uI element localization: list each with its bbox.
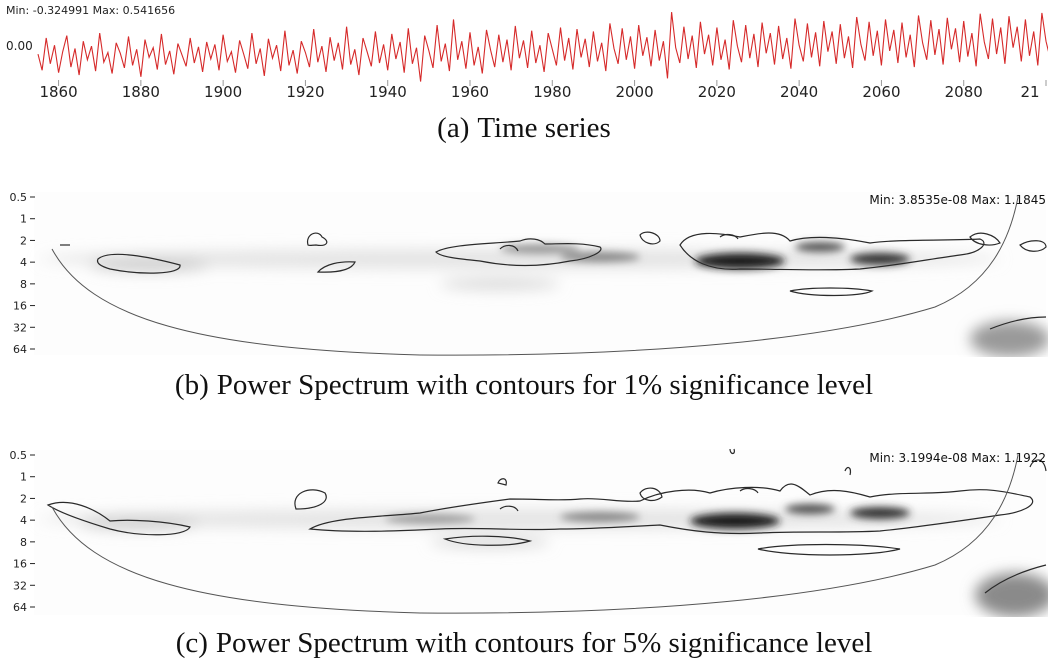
period-tick-label: 64 [13, 601, 27, 614]
period-tick-label: 16 [13, 300, 27, 313]
caption-b-label: (b) [174, 369, 209, 401]
caption-b-text: Power Spectrum with contours for 1% sign… [216, 369, 874, 401]
spectrum-c-period-axis: 0.5 1 2 4 8 16 32 64 [10, 449, 35, 614]
period-tick-label: 1 [20, 471, 27, 484]
spectrum-c-cone-of-influence [51, 454, 1019, 614]
time-series-x-tick-label: 2020 [698, 83, 736, 101]
caption-a: (a) Time series [0, 112, 1048, 145]
time-series-x-tick-label: 1880 [122, 83, 160, 101]
period-tick-label: 8 [20, 278, 27, 291]
time-series-x-tick-label: 21 [1020, 83, 1039, 101]
spectrum-c-power-peaks [385, 504, 910, 529]
spectrum-c-readout: Min: 3.1994e-08 Max: 1.1922 [869, 451, 1046, 465]
time-series-x-tick-label: 2000 [615, 83, 653, 101]
time-series-x-tick-label: 2040 [780, 83, 818, 101]
caption-c: (c) Power Spectrum with contours for 5% s… [0, 627, 1048, 660]
period-tick-label: 2 [20, 234, 27, 247]
spectrum-b-cone-of-influence [51, 196, 1019, 356]
time-series-x-axis: 1860 1880 1900 1920 1940 1960 1980 2000 2020 2040… [39, 80, 1047, 101]
period-tick-label: 0.5 [10, 449, 28, 462]
period-tick-label: 4 [20, 256, 27, 269]
caption-b: (b) Power Spectrum with contours for 1% s… [0, 369, 1048, 402]
time-series-line [37, 12, 1048, 82]
period-tick-label: 64 [13, 343, 27, 356]
spectrum-b-significance-contours [60, 231, 1047, 330]
time-series-x-tick-label: 1980 [533, 83, 571, 101]
time-series-x-tick-label: 2060 [862, 83, 900, 101]
period-tick-label: 2 [20, 492, 27, 505]
power-spectrum-5pct-plot: 0.5 1 2 4 8 16 32 64 Min: 3.1994e-08 Max: 1.192… [10, 448, 1048, 617]
spectrum-c-background [34, 450, 1046, 615]
caption-a-label: (a) [437, 112, 470, 144]
time-series-plot: Min: -0.324991 Max: 0.541656 0.00 1860 18… [5, 2, 1048, 101]
period-tick-label: 4 [20, 514, 27, 527]
period-tick-label: 32 [13, 579, 27, 592]
period-tick-label: 16 [13, 558, 27, 571]
time-series-x-tick-label: 2080 [945, 83, 983, 101]
period-tick-label: 8 [20, 536, 27, 549]
time-series-readout: Min: -0.324991 Max: 0.541656 [6, 4, 175, 17]
period-tick-label: 0.5 [10, 191, 28, 204]
time-series-x-tick-label: 1900 [204, 83, 242, 101]
period-tick-label: 1 [20, 213, 27, 226]
power-spectrum-1pct-plot: 0.5 1 2 4 8 16 32 64 Min: 3.8535e-08 Max: 1.184… [10, 191, 1048, 357]
spectrum-c-significance-contours [46, 448, 1047, 594]
spectrum-b-power-peaks [500, 242, 910, 269]
time-series-x-tick-label: 1940 [369, 83, 407, 101]
spectrum-b-readout: Min: 3.8535e-08 Max: 1.1845 [869, 193, 1046, 207]
period-tick-label: 32 [13, 321, 27, 334]
time-series-line-layer [37, 12, 1048, 82]
time-series-x-tick-label: 1920 [286, 83, 324, 101]
time-series-x-tick-label: 1960 [451, 83, 489, 101]
caption-c-text: Power Spectrum with contours for 5% sign… [215, 627, 873, 659]
spectrum-b-period-axis: 0.5 1 2 4 8 16 32 64 [10, 191, 35, 356]
caption-a-text: Time series [477, 112, 611, 144]
time-series-y-tick: 0.00 [6, 39, 33, 53]
caption-c-label: (c) [175, 627, 208, 659]
time-series-x-tick-label: 1860 [39, 83, 77, 101]
spectrum-b-background [34, 192, 1046, 355]
